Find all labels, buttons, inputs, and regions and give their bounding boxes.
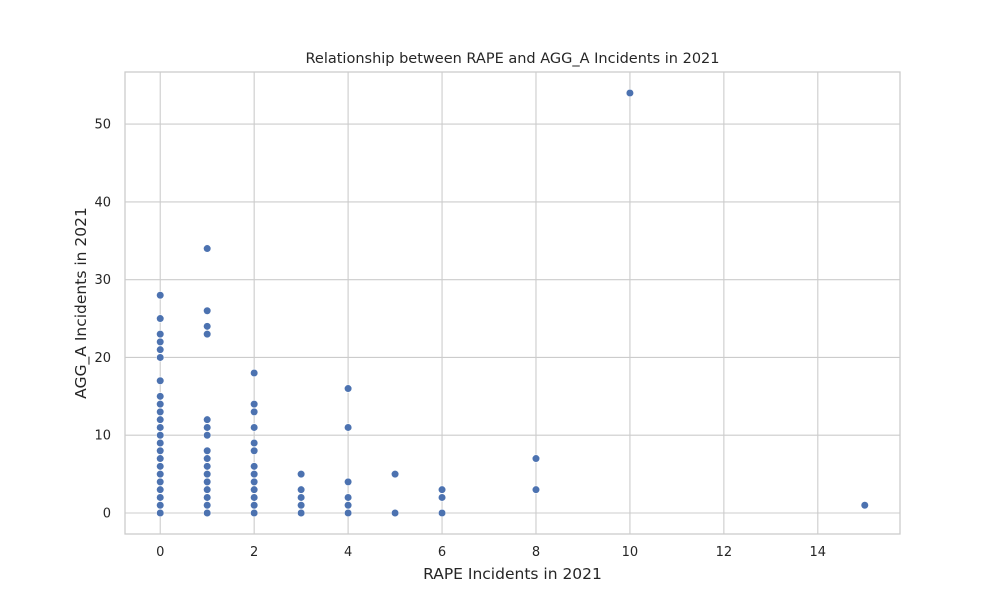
scatter-point bbox=[203, 462, 212, 471]
scatter-point bbox=[250, 493, 259, 502]
scatter-point bbox=[203, 322, 212, 331]
x-tick-label: 0 bbox=[156, 545, 164, 560]
scatter-point bbox=[156, 314, 165, 323]
scatter-point bbox=[297, 470, 306, 479]
scatter-point bbox=[156, 462, 165, 471]
x-tick-label: 12 bbox=[716, 545, 733, 560]
scatter-point bbox=[156, 485, 165, 494]
scatter-point bbox=[156, 438, 165, 448]
scatter-point bbox=[156, 400, 165, 409]
scatter-point bbox=[203, 244, 212, 253]
scatter-point bbox=[390, 508, 400, 518]
scatter-point bbox=[250, 446, 259, 455]
y-tick-label: 50 bbox=[94, 118, 111, 133]
scatter-point bbox=[344, 384, 353, 393]
scatter-point bbox=[437, 508, 447, 518]
scatter-point bbox=[156, 446, 165, 455]
scatter-point bbox=[156, 508, 165, 518]
scatter-point bbox=[156, 345, 165, 354]
scatter-point bbox=[250, 368, 259, 378]
scatter-point bbox=[203, 470, 212, 479]
scatter-point bbox=[156, 291, 165, 300]
x-tick-labels: 0 2 4 6 8 10 12 14 bbox=[156, 545, 826, 560]
x-tick-label: 6 bbox=[438, 545, 446, 560]
x-tick-label: 4 bbox=[344, 545, 352, 560]
scatter-point bbox=[250, 470, 259, 479]
scatter-point bbox=[156, 470, 165, 479]
scatter-point bbox=[250, 407, 259, 416]
plot-area-frame bbox=[124, 71, 901, 535]
scatter-point bbox=[203, 446, 212, 455]
scatter-point bbox=[344, 493, 353, 502]
x-tick-label: 8 bbox=[532, 545, 540, 560]
scatter-point bbox=[250, 438, 259, 448]
scatter-point bbox=[250, 485, 259, 494]
scatter-point bbox=[156, 423, 165, 432]
scatter-point bbox=[390, 470, 400, 479]
scatter-point bbox=[156, 337, 165, 346]
scatter-point bbox=[203, 477, 212, 486]
x-axis-label: RAPE Incidents in 2021 bbox=[423, 565, 602, 583]
scatter-point bbox=[437, 493, 447, 502]
scatter-point bbox=[203, 501, 212, 510]
scatter-point bbox=[203, 454, 212, 463]
scatter-point bbox=[156, 454, 165, 463]
scatter-point bbox=[250, 423, 259, 432]
scatter-point bbox=[156, 493, 165, 502]
y-tick-label: 0 bbox=[103, 507, 111, 522]
scatter-point bbox=[250, 462, 259, 471]
scatter-point bbox=[250, 400, 259, 409]
scatter-point bbox=[156, 353, 165, 362]
y-tick-label: 20 bbox=[94, 351, 111, 366]
scatter-point bbox=[156, 376, 165, 385]
scatter-point bbox=[156, 501, 165, 510]
scatter-point bbox=[344, 423, 353, 432]
scatter-point bbox=[203, 485, 212, 494]
scatter-point bbox=[344, 508, 353, 518]
scatter-point bbox=[203, 508, 212, 518]
scatter-point bbox=[156, 431, 165, 440]
y-axis-label: AGG_A Incidents in 2021 bbox=[72, 207, 91, 399]
scatter-point bbox=[250, 501, 259, 510]
scatter-point bbox=[297, 501, 306, 510]
y-tick-label: 10 bbox=[94, 429, 111, 444]
scatter-point bbox=[531, 485, 541, 494]
scatter-point bbox=[203, 431, 212, 440]
scatter-point bbox=[203, 306, 212, 315]
scatter-point bbox=[203, 423, 212, 432]
scatter-point bbox=[297, 508, 306, 518]
scatter-point bbox=[203, 415, 212, 424]
scatter-point bbox=[860, 501, 869, 510]
x-tick-label: 2 bbox=[250, 545, 258, 560]
scatter-point bbox=[531, 454, 541, 463]
data-points bbox=[156, 88, 869, 518]
scatter-point bbox=[250, 477, 259, 486]
scatter-point bbox=[437, 485, 447, 494]
scatter-point bbox=[203, 493, 212, 502]
chart-title: Relationship between RAPE and AGG_A Inci… bbox=[305, 51, 719, 67]
scatter-point bbox=[156, 407, 165, 416]
y-tick-labels: 0 10 20 30 40 50 bbox=[94, 118, 111, 522]
scatter-point bbox=[297, 485, 306, 494]
scatter-point bbox=[297, 493, 306, 502]
grid-lines bbox=[125, 72, 900, 534]
scatter-point bbox=[625, 88, 635, 98]
scatter-point bbox=[344, 501, 353, 510]
y-tick-label: 40 bbox=[94, 195, 111, 210]
x-tick-label: 10 bbox=[622, 545, 639, 560]
scatter-point bbox=[156, 415, 165, 424]
x-tick-label: 14 bbox=[810, 545, 827, 560]
scatter-point bbox=[250, 508, 259, 518]
scatter-point bbox=[156, 330, 165, 339]
scatter-point bbox=[156, 477, 165, 486]
scatter-point bbox=[156, 392, 165, 401]
scatter-point bbox=[344, 477, 353, 486]
y-tick-label: 30 bbox=[94, 273, 111, 288]
scatter-point bbox=[203, 330, 212, 339]
